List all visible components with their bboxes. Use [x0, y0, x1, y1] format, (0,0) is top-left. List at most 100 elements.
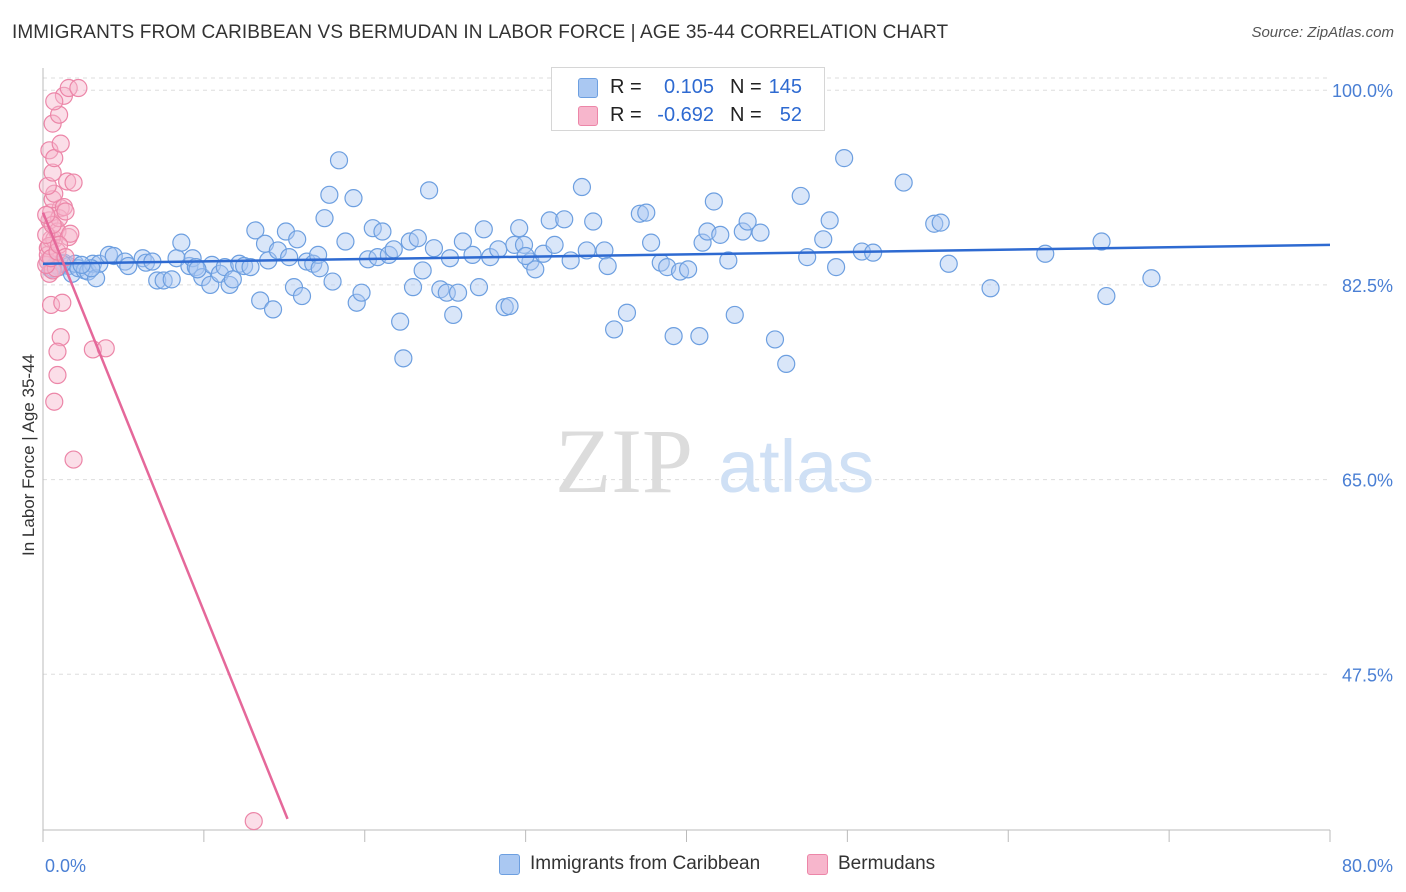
x-axis-ticks [42, 830, 1331, 842]
y-tick-label: 100.0% [1332, 81, 1393, 101]
caribbean-point [310, 259, 329, 278]
bermudans-point [48, 365, 67, 385]
caribbean-point [820, 211, 839, 230]
caribbean-point [711, 225, 730, 244]
caribbean-point [1097, 286, 1116, 306]
bermudans-point [69, 78, 88, 98]
trend-line-bermudans [41, 212, 289, 820]
caribbean-point [637, 203, 656, 222]
caribbean-point [391, 312, 410, 331]
trend-lines [41, 212, 1331, 820]
caribbean-point [323, 272, 342, 291]
legend-swatch-pink [807, 854, 828, 875]
caribbean-point [104, 246, 123, 266]
caribbean-point [679, 260, 698, 279]
caribbean-point [453, 232, 472, 251]
bermudans-point [59, 78, 78, 98]
bermudans-point [41, 295, 61, 315]
y-axis-label: In Labor Force | Age 35-44 [19, 354, 38, 556]
caribbean-point [719, 251, 738, 270]
correlation-legend: R = 0.105 N = 145 R = -0.692 N = 52 [551, 67, 825, 131]
caribbean-point [394, 349, 413, 368]
bermudans-point [61, 224, 80, 243]
caribbean-point [292, 286, 312, 306]
caribbean-point [474, 220, 493, 239]
caribbean-point [777, 354, 796, 374]
caribbean-point [280, 248, 299, 267]
caribbean-point [263, 300, 283, 319]
caribbean-point [463, 245, 482, 264]
caribbean-point [584, 212, 603, 231]
caribbean-point [693, 233, 712, 252]
caribbean-point [738, 212, 757, 231]
caribbean-point [172, 233, 191, 252]
chart-title: IMMIGRANTS FROM CARIBBEAN VS BERMUDAN IN… [12, 22, 949, 43]
legend-r-label: R = [610, 104, 642, 126]
caribbean-point [408, 229, 427, 248]
caribbean-point [336, 232, 355, 251]
bermudans-point [56, 202, 75, 221]
caribbean-point [268, 241, 287, 260]
caribbean-point [420, 181, 439, 200]
caribbean-point [220, 275, 239, 295]
caribbean-point [690, 326, 709, 346]
caribbean-point [617, 303, 637, 322]
legend-row-bermudans: R = -0.692 N = 52 [552, 102, 824, 130]
y-tick-label: 82.5% [1342, 276, 1393, 296]
caribbean-point [162, 270, 181, 289]
caribbean-point [347, 293, 366, 312]
legend-n-value: 52 [779, 104, 802, 126]
caribbean-point [894, 173, 913, 192]
caribbean-point [725, 305, 744, 325]
caribbean-point [827, 258, 846, 277]
x-tick-label-min: 0.0% [45, 856, 86, 876]
y-tick-label: 65.0% [1342, 471, 1393, 491]
caribbean-point [598, 256, 617, 276]
caribbean-point [526, 260, 545, 279]
watermark: ZIP atlas [555, 410, 874, 512]
bermudans-point [64, 173, 83, 192]
series-bermudans-points [37, 78, 263, 831]
legend-r-label: R = [610, 76, 642, 98]
caribbean-point [931, 213, 950, 232]
caribbean-point [329, 151, 349, 170]
caribbean-point [835, 149, 854, 168]
bermudans-point [43, 114, 62, 133]
bermudans-point [51, 328, 70, 347]
caribbean-point [368, 248, 387, 267]
caribbean-point [373, 222, 392, 241]
legend-r-value: 0.105 [663, 76, 714, 98]
grid-lines [43, 77, 1330, 675]
caribbean-point [572, 177, 592, 197]
legend-swatch-pink [578, 106, 598, 126]
caribbean-point [315, 209, 334, 228]
caribbean-point [344, 189, 363, 208]
bermudans-point [64, 450, 83, 469]
caribbean-point [223, 270, 242, 289]
legend-swatch-blue [578, 78, 598, 98]
caribbean-point [939, 254, 958, 273]
caribbean-point [489, 240, 508, 259]
caribbean-point [448, 283, 468, 302]
bermudans-point [244, 812, 263, 831]
caribbean-point [704, 192, 723, 211]
caribbean-point [288, 230, 307, 249]
caribbean-point [981, 279, 1000, 298]
caribbean-point [320, 185, 339, 204]
caribbean-point [469, 278, 489, 297]
caribbean-point [444, 305, 463, 325]
bermudans-point [43, 163, 62, 182]
caribbean-point [798, 248, 817, 267]
caribbean-point [413, 261, 432, 280]
caribbean-point [251, 291, 270, 310]
caribbean-point [72, 255, 91, 274]
legend-swatch-blue [499, 854, 520, 875]
series-legend: Immigrants from Caribbean Bermudans [0, 852, 1406, 878]
caribbean-point [751, 223, 770, 242]
caribbean-point [424, 239, 444, 258]
bermudans-point [38, 176, 57, 196]
legend-n-value: 145 [768, 76, 802, 98]
caribbean-point [765, 330, 785, 349]
legend-label-bermudans: Bermudans [838, 853, 936, 874]
caribbean-point [561, 251, 580, 270]
